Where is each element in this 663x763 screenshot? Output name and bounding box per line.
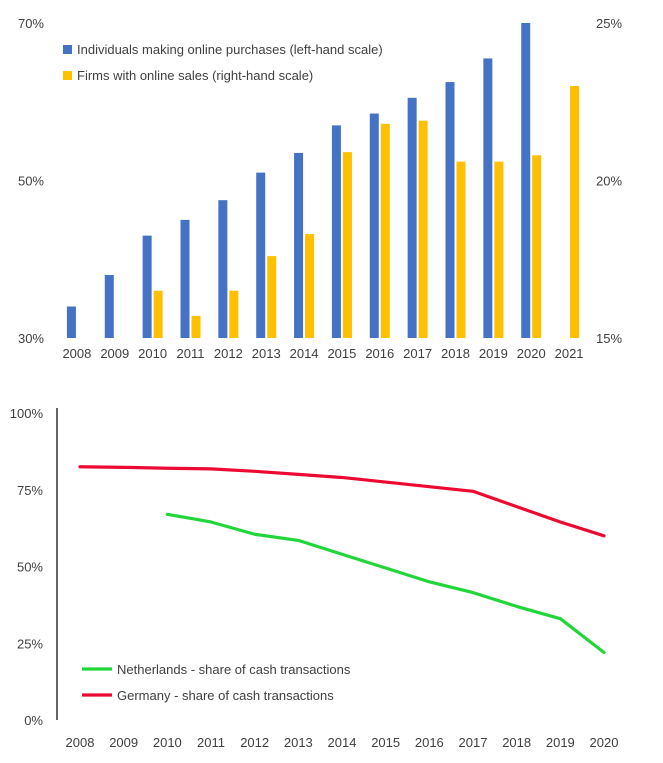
legend-label: Netherlands - share of cash transactions [117, 662, 351, 677]
chart2-lines [78, 465, 606, 655]
left-y-tick-label: 70% [18, 16, 44, 31]
x-tick-label: 2010 [138, 346, 167, 361]
x-tick-label: 2015 [371, 735, 400, 750]
bar-firms-2013 [267, 256, 277, 338]
bar-individuals-2011 [180, 219, 190, 338]
x-tick-label: 2011 [177, 346, 205, 361]
x-tick-label: 2009 [109, 735, 138, 750]
x-tick-label: 2016 [415, 735, 444, 750]
x-tick-label: 2011 [197, 735, 225, 750]
y-tick-label: 100% [10, 406, 44, 421]
x-tick-label: 2015 [327, 346, 356, 361]
online-purchases-bar-chart: Individuals making online purchases (lef… [18, 16, 622, 361]
x-tick-label: 2017 [403, 346, 432, 361]
right-y-tick-label: 15% [596, 331, 622, 346]
bar-firms-2015 [342, 152, 352, 338]
x-tick-label: 2018 [502, 735, 531, 750]
bar-firms-2011 [191, 315, 201, 338]
y-tick-label: 0% [24, 713, 43, 728]
x-tick-label: 2020 [590, 735, 619, 750]
x-tick-label: 2009 [100, 346, 129, 361]
legend-swatch [63, 71, 72, 80]
x-tick-label: 2021 [555, 346, 584, 361]
bar-individuals-2009 [104, 275, 114, 338]
x-tick-label: 2012 [214, 346, 243, 361]
bar-individuals-2015 [331, 125, 341, 338]
chart1-right-axis-labels: 15% 20% 25% [596, 16, 622, 346]
chart1-bars [66, 23, 580, 339]
bar-firms-2012 [229, 290, 239, 338]
bar-individuals-2014 [294, 152, 304, 338]
x-tick-label: 2019 [546, 735, 575, 750]
bar-individuals-2013 [256, 172, 266, 338]
bar-firms-2016 [380, 123, 390, 338]
left-y-tick-label: 50% [18, 174, 44, 189]
chart1-left-axis-labels: 30% 50% 70% [18, 16, 44, 346]
x-tick-label: 2012 [240, 735, 269, 750]
legend-swatch [63, 45, 72, 54]
bar-individuals-2019 [483, 58, 493, 338]
bar-firms-2019 [494, 161, 504, 338]
x-tick-label: 2008 [66, 735, 95, 750]
chart2-legend: Netherlands - share of cash transactions… [82, 662, 351, 703]
x-tick-label: 2016 [365, 346, 394, 361]
legend-label: Germany - share of cash transactions [117, 688, 334, 703]
line-netherlands [165, 512, 606, 655]
bar-individuals-2016 [369, 113, 379, 338]
x-tick-label: 2008 [62, 346, 91, 361]
bar-firms-2014 [305, 234, 315, 338]
y-tick-label: 75% [17, 483, 43, 498]
x-tick-label: 2014 [290, 346, 319, 361]
bar-individuals-2008 [66, 306, 76, 338]
line-germany [78, 465, 606, 538]
chart1-legend: Individuals making online purchases (lef… [63, 42, 383, 83]
bar-firms-2010 [153, 290, 163, 338]
bar-individuals-2020 [521, 23, 531, 338]
left-y-tick-label: 30% [18, 331, 44, 346]
chart1-x-axis-labels: 2008 2009 2010 2011 2012 2013 2014 2015 2016 2017… [62, 346, 583, 361]
legend-label: Individuals making online purchases (lef… [77, 42, 383, 57]
x-tick-label: 2014 [328, 735, 357, 750]
bar-individuals-2017 [407, 97, 417, 338]
y-tick-label: 50% [17, 560, 43, 575]
chart2-y-axis-labels: 0% 25% 50% 75% 100% [10, 406, 44, 728]
cash-transactions-line-chart: 0% 25% 50% 75% 100% 2008 2009 2010 2011 2012 2013… [10, 406, 619, 750]
bar-individuals-2018 [445, 82, 455, 338]
y-tick-label: 25% [17, 636, 43, 651]
bar-firms-2020 [532, 155, 542, 338]
bar-individuals-2012 [218, 200, 228, 338]
right-y-tick-label: 20% [596, 174, 622, 189]
x-tick-label: 2010 [153, 735, 182, 750]
bar-firms-2018 [456, 161, 466, 338]
bar-individuals-2010 [142, 235, 152, 338]
right-y-tick-label: 25% [596, 16, 622, 31]
legend-label: Firms with online sales (right-hand scal… [77, 68, 313, 83]
x-tick-label: 2018 [441, 346, 470, 361]
x-tick-label: 2019 [479, 346, 508, 361]
x-tick-label: 2013 [252, 346, 281, 361]
x-tick-label: 2013 [284, 735, 313, 750]
bar-firms-2017 [418, 120, 428, 339]
x-tick-label: 2020 [517, 346, 546, 361]
chart2-x-axis-labels: 2008 2009 2010 2011 2012 2013 2014 2015 2016 2017… [66, 735, 619, 750]
x-tick-label: 2017 [459, 735, 488, 750]
bar-firms-2021 [570, 86, 580, 338]
